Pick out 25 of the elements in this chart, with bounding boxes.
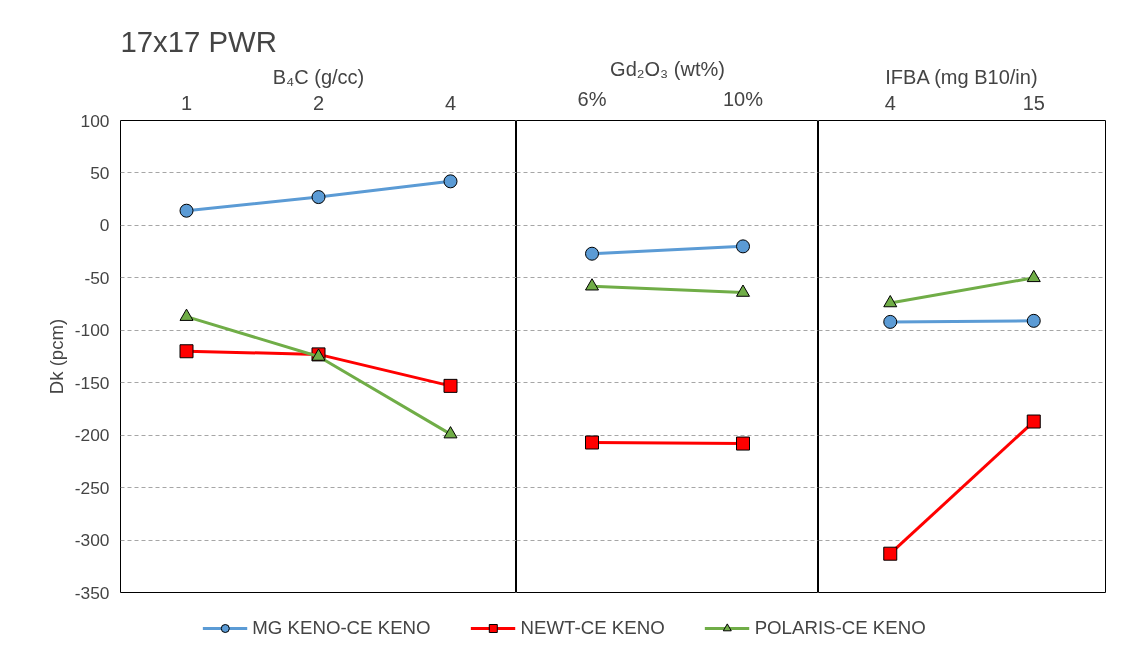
x-tick-label: 4 <box>884 91 896 114</box>
x-tick-label: 4 <box>444 91 457 114</box>
legend-label: NEWT-CE KENO <box>520 616 665 639</box>
x-axis-title: IFBA (mg B10/in) <box>885 65 1038 88</box>
y-tick-label: -100 <box>74 320 110 341</box>
x-tick-label: 15 <box>1022 91 1045 114</box>
legend-label: MG KENO-CE KENO <box>252 616 431 639</box>
y-tick-label: -350 <box>74 582 110 603</box>
x-axis-title: B₄C (g/cc) <box>272 65 365 88</box>
y-tick-label: -50 <box>84 267 110 288</box>
y-tick-label: -200 <box>74 425 110 446</box>
x-tick-label: 6% <box>577 87 607 110</box>
y-tick-label: 100 <box>80 110 110 131</box>
chart-title: 17x17 PWR <box>120 24 277 58</box>
y-tick-label: -250 <box>74 477 110 498</box>
y-tick-label: -150 <box>74 372 110 393</box>
y-tick-label: -300 <box>74 530 110 551</box>
y-axis-title: Dk (pcm) <box>45 318 67 395</box>
x-tick-label: 10% <box>722 87 764 110</box>
x-tick-label: 2 <box>312 91 325 114</box>
y-tick-label: 50 <box>90 162 110 183</box>
y-tick-label: 0 <box>99 215 110 236</box>
legend-label: POLARIS-CE KENO <box>754 616 926 639</box>
x-tick-label: 1 <box>180 91 193 114</box>
x-axis-title: Gd₂O₃ (wt%) <box>610 57 725 80</box>
